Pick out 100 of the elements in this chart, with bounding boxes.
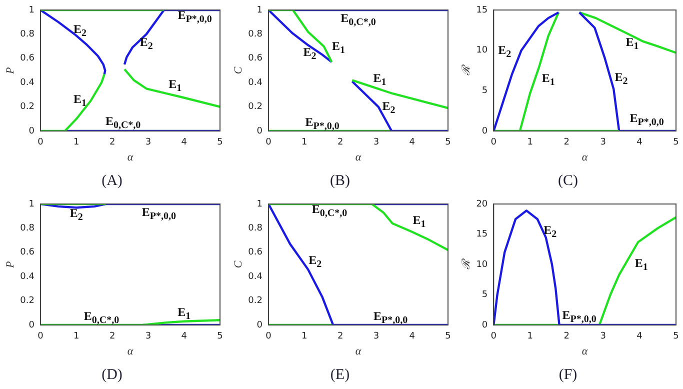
text: (A) [102, 172, 122, 189]
text: (D) [102, 366, 122, 383]
y-axis-title: ℛ [460, 258, 472, 270]
x-tick-label: 0 [266, 332, 272, 342]
text: (E) [330, 366, 350, 383]
annotation: E$_{2}$ [382, 98, 396, 116]
y-tick-label: 0.6 [20, 248, 35, 258]
y-tick-label: 0.8 [20, 30, 35, 40]
annotation: E$_{1}$ [178, 304, 191, 322]
y-tick-label: 5 [482, 86, 488, 96]
x-tick-label: 1 [302, 332, 308, 342]
x-tick-label: 2 [564, 332, 570, 342]
x-tick-label: 3 [600, 332, 606, 342]
annotation: E$_{1}$ [634, 255, 648, 273]
x-tick-label: 0 [490, 332, 497, 342]
y-tick-label: 0.6 [248, 54, 263, 64]
y-tick-label: 0.8 [248, 224, 263, 234]
y-tick-label: 1 [28, 199, 35, 210]
y-tick-label: 0.8 [20, 224, 35, 234]
text: (B) [330, 172, 350, 189]
x-tick-label: 4 [636, 138, 643, 148]
x-tick-label: 2 [109, 138, 116, 148]
annotation: E$_{1}$ [626, 34, 639, 52]
y-tick-label: 0.4 [20, 78, 35, 88]
annotation: E$_{1}$ [373, 70, 386, 88]
annotation: E$_{1}$ [412, 212, 426, 230]
x-tick-label: 0 [266, 138, 272, 148]
x-tick-label: 1 [74, 138, 80, 148]
annotation: E$_{0,C*,0}$ [84, 308, 120, 326]
y-tick-label: 20 [476, 199, 488, 210]
y-tick-label: 0.6 [248, 248, 263, 258]
annotation: E$_{2}$ [73, 21, 87, 39]
annotation: E$_{P*,0,0}$ [374, 308, 408, 326]
annotation: E$_{0,C*,0}$ [312, 202, 348, 220]
y-tick-label: 1 [28, 5, 35, 16]
y-tick-label: 0 [256, 126, 263, 136]
y-axis-title: C [232, 260, 244, 268]
annotation: E$_{1}$ [168, 77, 182, 94]
annotation: E$_{1}$ [332, 38, 346, 56]
y-tick-label: 0 [482, 126, 488, 136]
y-tick-label: 0.4 [248, 272, 263, 282]
y-tick-label: 10 [476, 46, 488, 56]
y-tick-label: 15 [476, 230, 488, 240]
x-axis-title: α [355, 151, 362, 164]
annotation: E$_{2}$ [70, 206, 83, 224]
annotation: E$_{P*,0,0}$ [142, 204, 176, 222]
annotation: E$_{0,C*,0}$ [105, 113, 141, 131]
x-tick-label: 2 [109, 332, 116, 342]
y-tick-label: 0.4 [248, 78, 263, 88]
text: (C) [558, 172, 578, 189]
y-axis-title: C [232, 66, 244, 74]
y-tick-label: 0.2 [248, 296, 263, 306]
y-tick-label: 1 [256, 199, 263, 210]
x-tick-label: 2 [337, 138, 344, 148]
y-tick-label: 0 [256, 320, 263, 330]
x-tick-label: 1 [527, 332, 533, 342]
y-axis-title: P [4, 66, 16, 75]
x-tick-label: 4 [409, 332, 416, 342]
x-axis-title: α [582, 151, 588, 164]
x-tick-label: 5 [673, 332, 679, 342]
text: (F) [558, 366, 578, 383]
x-tick-label: 0 [38, 332, 44, 342]
annotation: E$_{1}$ [542, 70, 555, 88]
x-tick-label: 3 [145, 332, 152, 342]
x-tick-label: 5 [445, 332, 451, 342]
y-tick-label: 0.2 [20, 102, 35, 112]
x-tick-label: 2 [337, 332, 344, 342]
x-tick-label: 1 [302, 138, 308, 148]
x-tick-label: 5 [217, 332, 223, 342]
annotation: E$_{1}$ [73, 92, 87, 109]
x-tick-label: 0 [490, 138, 497, 148]
y-tick-label: 1 [256, 5, 263, 16]
x-tick-label: 1 [74, 332, 80, 342]
x-tick-label: 4 [409, 138, 416, 148]
y-tick-label: 0.6 [20, 54, 35, 64]
y-tick-label: 0.4 [20, 272, 35, 282]
x-axis-title: α [582, 345, 588, 358]
y-axis-title: P [4, 260, 16, 269]
x-tick-label: 3 [145, 138, 152, 148]
x-tick-label: 5 [445, 138, 451, 148]
x-tick-label: 3 [600, 138, 606, 148]
annotation: E$_{P*,0,0}$ [305, 114, 340, 132]
annotation: E$_{2}$ [544, 222, 557, 240]
x-tick-label: 2 [564, 138, 570, 148]
annotation: E$_{2}$ [308, 252, 322, 270]
y-tick-label: 5 [482, 290, 488, 300]
y-tick-label: 0.8 [248, 30, 263, 40]
x-axis-title: α [127, 151, 134, 164]
x-tick-label: 4 [636, 332, 643, 342]
x-tick-label: 3 [373, 138, 380, 148]
annotation: E$_{P*,0,0}$ [178, 8, 212, 26]
y-tick-label: 0.2 [20, 296, 35, 306]
x-tick-label: 0 [38, 138, 44, 148]
annotation: E$_{2}$ [303, 44, 316, 62]
x-tick-label: 4 [181, 138, 188, 148]
y-tick-label: 10 [476, 260, 488, 270]
y-tick-label: 15 [476, 5, 488, 16]
annotation: E$_{P*,0,0}$ [630, 110, 664, 128]
y-tick-label: 0 [28, 126, 35, 136]
annotation: E$_{2}$ [498, 43, 512, 61]
